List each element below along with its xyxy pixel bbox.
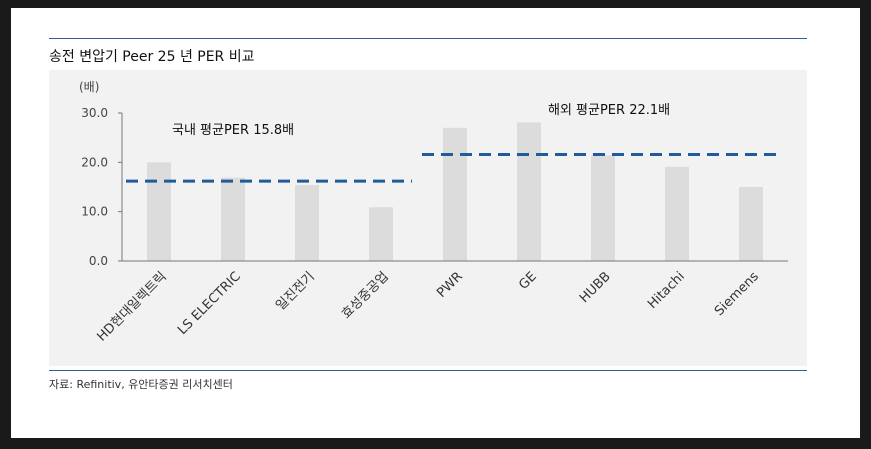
- x-category-label: Siemens: [712, 269, 762, 319]
- bar: [591, 155, 615, 261]
- bar: [517, 122, 541, 261]
- average-per-annotation: 국내 평균PER 15.8배: [172, 123, 294, 138]
- bar: [295, 185, 319, 261]
- average-per-annotation: 해외 평균PER 22.1배: [548, 103, 670, 118]
- x-category-label: 효성중공업: [339, 269, 392, 322]
- x-category-label: HD현대일렉트릭: [94, 269, 169, 344]
- bar: [443, 127, 467, 261]
- y-tick-label: 10.0: [81, 205, 108, 219]
- y-tick-label: 0.0: [89, 254, 108, 268]
- x-category-label: PWR: [434, 269, 466, 301]
- chart-title: 송전 변압기 Peer 25 년 PER 비교: [49, 49, 255, 65]
- bar: [665, 166, 689, 261]
- bottom-rule: [49, 370, 807, 371]
- y-tick-label: 30.0: [81, 106, 108, 120]
- x-category-label: Hitachi: [645, 269, 688, 312]
- top-rule: [49, 38, 807, 39]
- source-note: 자료: Refinitiv, 유안타증권 리서치센터: [49, 378, 233, 391]
- x-category-label: HUBB: [577, 269, 614, 306]
- x-category-label: LS ELECTRIC: [175, 269, 244, 338]
- x-category-label: GE: [516, 269, 540, 293]
- bar: [739, 187, 763, 261]
- bar: [221, 177, 245, 261]
- y-tick-label: 20.0: [81, 155, 108, 169]
- bar: [147, 162, 171, 261]
- x-category-label: 일진전기: [273, 269, 317, 313]
- bar: [369, 207, 393, 261]
- y-axis-unit: (배): [79, 80, 99, 94]
